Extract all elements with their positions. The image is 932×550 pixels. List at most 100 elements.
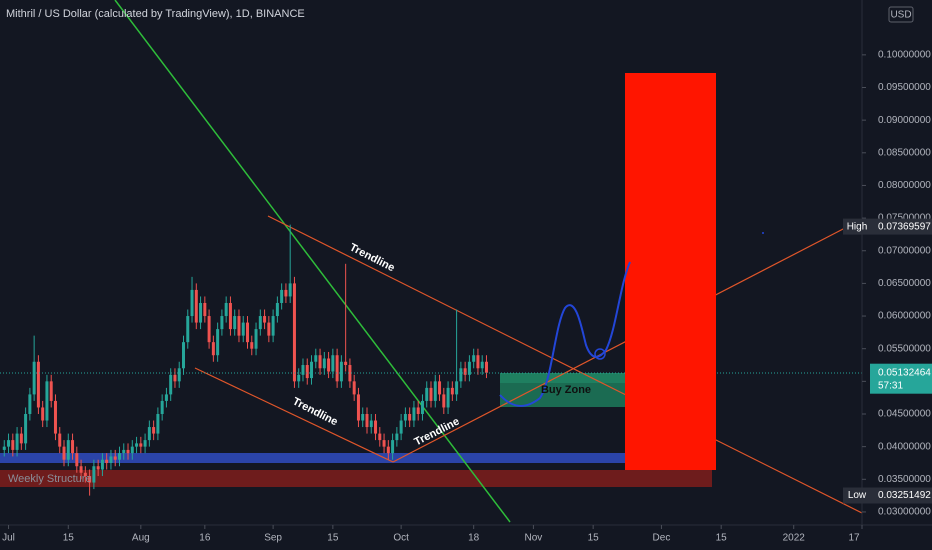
low-tag-label: Low [848, 490, 867, 501]
y-tick-label: 0.08500000 [878, 147, 931, 158]
y-tick-label: 0.04500000 [878, 409, 931, 420]
candle-body [365, 413, 369, 428]
y-tick-label: 0.08000000 [878, 180, 931, 191]
candle-body [122, 449, 126, 454]
candle-body [71, 440, 75, 454]
candle-body [246, 322, 250, 343]
last-price: 0.05132464 [878, 367, 931, 378]
x-tick-label: Jul [2, 533, 15, 544]
candle-body [66, 440, 70, 460]
candle-body [19, 433, 23, 444]
candle-body [177, 368, 181, 382]
candle-body [352, 381, 356, 395]
price-axis [862, 0, 932, 550]
candle-body [382, 440, 386, 447]
candle-body [49, 381, 53, 401]
candle-body [480, 361, 484, 369]
candle-body [92, 466, 96, 483]
candle-body [143, 440, 147, 447]
candle-body [433, 381, 437, 401]
candle-body [75, 453, 79, 467]
rising-trendline [392, 227, 846, 463]
chart-title: Mithril / US Dollar (calculated by Tradi… [6, 8, 305, 20]
candle-body [442, 394, 446, 408]
candle-body [237, 316, 241, 336]
candle-body [147, 427, 151, 441]
candle-body [263, 316, 267, 323]
candle-body [88, 476, 92, 483]
candle-body [199, 302, 203, 323]
currency-badge [888, 6, 914, 23]
candle-body [425, 387, 429, 401]
buy-zone-top [500, 373, 625, 383]
candle-body [416, 407, 420, 414]
support-band [0, 453, 625, 463]
candle-body [152, 427, 156, 434]
candle-body [32, 361, 36, 395]
y-tick-label: 0.06000000 [878, 311, 931, 322]
annotation: Weekly Structure [8, 473, 92, 485]
low-value: 0.03251492 [878, 490, 931, 501]
candle-body [275, 302, 279, 317]
high-value: 0.07369597 [878, 221, 931, 232]
candle-body [173, 374, 177, 382]
candle-body [254, 329, 258, 349]
countdown: 57:31 [878, 380, 903, 391]
candle-body [11, 440, 15, 450]
last-price-box [870, 363, 932, 394]
candle-body [228, 302, 232, 330]
candle-body [105, 459, 109, 463]
candle-body [484, 361, 488, 373]
candle-body [327, 358, 331, 372]
annotation: Buy Zone [541, 384, 591, 396]
candle-body [58, 433, 62, 447]
annotation: Trendline [412, 415, 461, 448]
candle-body [233, 316, 237, 330]
candle-body [41, 407, 45, 421]
candle-body [395, 433, 399, 441]
candle-body [450, 387, 454, 395]
candle-body [361, 413, 365, 421]
x-tick-label: 15 [588, 533, 600, 544]
candle-body [438, 381, 442, 395]
candle-body [267, 322, 271, 336]
candle-body [79, 466, 83, 473]
candle-body [339, 361, 343, 382]
x-tick-label: 15 [716, 533, 728, 544]
candle-body [53, 400, 57, 434]
candle-body [292, 283, 296, 382]
annotation: Trendline [348, 241, 397, 274]
candle-body [62, 446, 66, 460]
x-tick-label: Oct [393, 533, 409, 544]
candle-body [472, 355, 476, 362]
high-value-box [870, 218, 932, 235]
candle-body [186, 316, 190, 343]
x-tick-label: Dec [653, 533, 671, 544]
y-tick-label: 0.03500000 [878, 474, 931, 485]
candle-body [271, 316, 275, 336]
candle-body [322, 358, 326, 369]
candle-body [109, 456, 113, 463]
candle-body [314, 355, 318, 362]
y-tick-label: 0.09500000 [878, 82, 931, 93]
candle-body [310, 361, 314, 379]
dot [762, 232, 764, 234]
projection-path [499, 261, 631, 407]
candle-body [24, 413, 28, 444]
x-tick-label: 18 [468, 533, 480, 544]
candle-body [113, 456, 117, 460]
candle-body [28, 394, 32, 414]
y-tick-label: 0.07500000 [878, 213, 931, 224]
candle-body [301, 365, 305, 375]
candle-body [160, 400, 164, 414]
candle-body [211, 342, 215, 356]
candle-body [446, 387, 450, 408]
candle-body [203, 302, 207, 317]
candle-body [305, 365, 309, 379]
y-tick-label: 0.05500000 [878, 343, 931, 354]
y-tick-label: 0.06500000 [878, 278, 931, 289]
x-tick-label: 17 [848, 533, 860, 544]
candle-body [130, 446, 134, 454]
currency: USD [890, 10, 911, 21]
